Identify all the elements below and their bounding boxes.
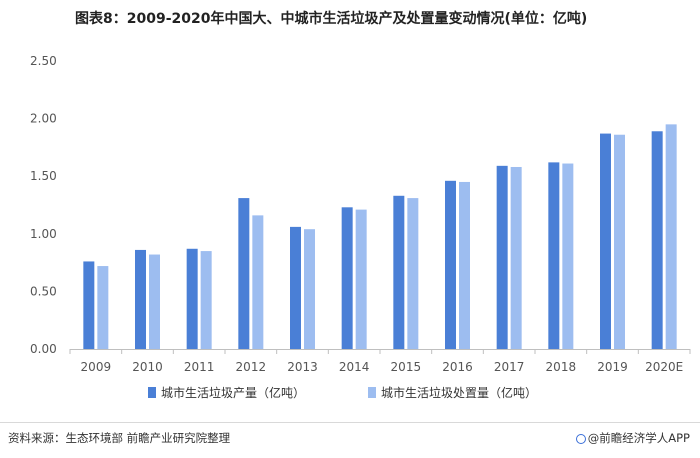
footer-divider xyxy=(0,422,700,423)
x-tick-label: 2010 xyxy=(132,360,163,374)
bar-disposal xyxy=(252,215,264,349)
bar-production xyxy=(496,165,508,349)
bar-production xyxy=(600,133,611,349)
bar-production xyxy=(393,195,405,349)
legend-swatch-disposal xyxy=(368,387,376,398)
bar-disposal xyxy=(459,181,470,349)
bar-chart: 0.00 0.50 1.00 1.50 2.00 2.50 2009 2010 2011 2012… xyxy=(30,54,691,400)
x-tick-label: 2016 xyxy=(442,360,473,374)
y-tick-label: 0.50 xyxy=(30,284,57,298)
brand-logo-icon xyxy=(575,434,586,444)
y-tick-label: 2.50 xyxy=(30,54,57,68)
x-tick-label: 2013 xyxy=(287,360,318,374)
legend-swatch-production xyxy=(148,387,156,398)
bar-production xyxy=(238,198,250,349)
bar-production xyxy=(445,180,456,349)
x-tick-label: 2011 xyxy=(184,360,215,374)
bar-disposal xyxy=(614,134,625,349)
bar-disposal xyxy=(562,163,574,349)
x-tick-label: 2015 xyxy=(391,360,422,374)
x-tick-label: 2019 xyxy=(597,360,628,374)
x-tick-label: 2017 xyxy=(494,360,525,374)
legend-label-production: 城市生活垃圾产量（亿吨） xyxy=(161,385,305,400)
bar-disposal xyxy=(407,198,419,349)
bar-production xyxy=(548,162,560,349)
bar-production xyxy=(135,249,146,349)
bar-disposal xyxy=(304,229,315,349)
brand-credit: @前瞻经济学人APP xyxy=(575,430,690,446)
chart-title: 图表8：2009-2020年中国大、中城市生活垃圾产及处置量变动情况(单位：亿吨… xyxy=(75,11,588,27)
y-tick-label: 1.00 xyxy=(30,227,57,241)
x-tick-label: 2020E xyxy=(645,360,683,374)
y-tick-label: 0.00 xyxy=(30,342,57,356)
x-tick-label: 2009 xyxy=(81,360,112,374)
bar-disposal xyxy=(510,166,522,349)
bar-production xyxy=(83,261,95,349)
brand-text: @前瞻经济学人APP xyxy=(587,431,690,445)
bar-production xyxy=(651,131,663,349)
legend-label-disposal: 城市生活垃圾处置量（亿吨） xyxy=(381,385,537,400)
bar-disposal xyxy=(97,266,109,349)
x-tick-label: 2012 xyxy=(236,360,267,374)
bar-disposal xyxy=(665,124,677,349)
source-note: 资料来源：生态环境部 前瞻产业研究院整理 xyxy=(8,431,231,445)
x-tick-label: 2018 xyxy=(546,360,577,374)
x-tick-label: 2014 xyxy=(339,360,370,374)
bar-disposal xyxy=(149,254,160,349)
y-tick-label: 2.00 xyxy=(30,112,57,126)
bar-disposal xyxy=(200,251,212,349)
bar-production xyxy=(186,248,198,349)
bar-production xyxy=(341,207,353,349)
bar-disposal xyxy=(355,209,367,349)
y-tick-label: 1.50 xyxy=(30,169,57,183)
bar-production xyxy=(290,226,301,349)
